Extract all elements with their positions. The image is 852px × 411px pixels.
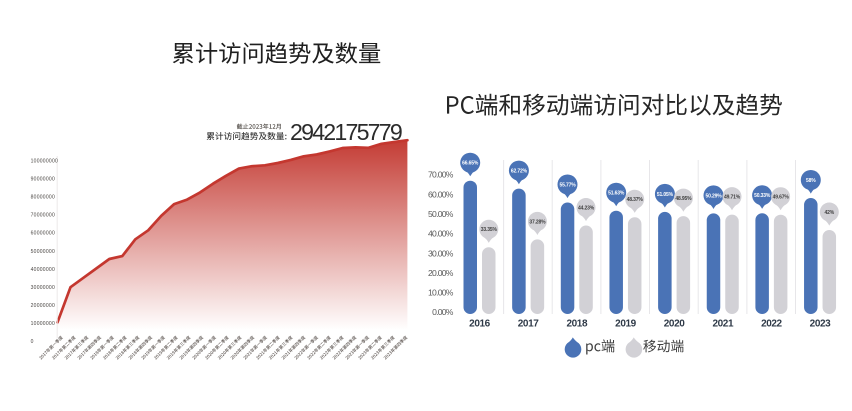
svg-text:37.28%: 37.28% [529, 219, 546, 225]
svg-text:2021: 2021 [712, 319, 733, 330]
svg-text:2942175779: 2942175779 [290, 119, 402, 145]
svg-text:48.95%: 48.95% [675, 196, 692, 202]
svg-text:51.63%: 51.63% [608, 191, 625, 197]
svg-text:30.00%: 30.00% [428, 248, 454, 258]
svg-text:49.71%: 49.71% [724, 195, 741, 201]
svg-text:70.00%: 70.00% [428, 170, 454, 180]
svg-text:48.37%: 48.37% [627, 197, 644, 203]
svg-text:60.00%: 60.00% [428, 189, 454, 199]
svg-text:70000000: 70000000 [31, 213, 55, 219]
svg-text:51.05%: 51.05% [657, 192, 674, 198]
svg-text:40.00%: 40.00% [428, 229, 454, 239]
svg-text:2022: 2022 [761, 319, 782, 330]
svg-text:100000000: 100000000 [31, 159, 58, 165]
svg-text:44.23%: 44.23% [578, 205, 595, 211]
svg-text:0: 0 [31, 339, 34, 345]
svg-text:2019: 2019 [615, 319, 636, 330]
svg-text:10.00%: 10.00% [428, 288, 454, 298]
svg-text:50.33%: 50.33% [754, 193, 771, 199]
svg-text:60000000: 60000000 [31, 231, 55, 237]
svg-text:2016: 2016 [469, 319, 490, 330]
svg-text:66.65%: 66.65% [462, 161, 479, 167]
svg-text:40000000: 40000000 [31, 267, 55, 273]
svg-text:30000000: 30000000 [31, 285, 55, 291]
svg-text:33.35%: 33.35% [481, 227, 498, 233]
svg-text:90000000: 90000000 [31, 177, 55, 183]
svg-text:50000000: 50000000 [31, 249, 55, 255]
svg-text:80000000: 80000000 [31, 195, 55, 201]
svg-text:2017: 2017 [518, 319, 539, 330]
svg-text:50.00%: 50.00% [428, 209, 454, 219]
svg-text:62.72%: 62.72% [511, 169, 528, 175]
svg-text:55.77%: 55.77% [559, 182, 576, 188]
svg-text:42%: 42% [825, 210, 835, 216]
svg-text:50.29%: 50.29% [705, 193, 722, 199]
svg-text:49.67%: 49.67% [773, 195, 790, 201]
svg-text:58%: 58% [806, 178, 816, 184]
svg-text:20000000: 20000000 [31, 303, 55, 309]
svg-text:2020: 2020 [664, 319, 685, 330]
svg-text:20.00%: 20.00% [428, 268, 454, 278]
svg-text:10000000: 10000000 [31, 321, 55, 327]
svg-text:0.00%: 0.00% [432, 307, 454, 317]
svg-text:2023: 2023 [810, 319, 831, 330]
svg-text:2018: 2018 [566, 319, 587, 330]
